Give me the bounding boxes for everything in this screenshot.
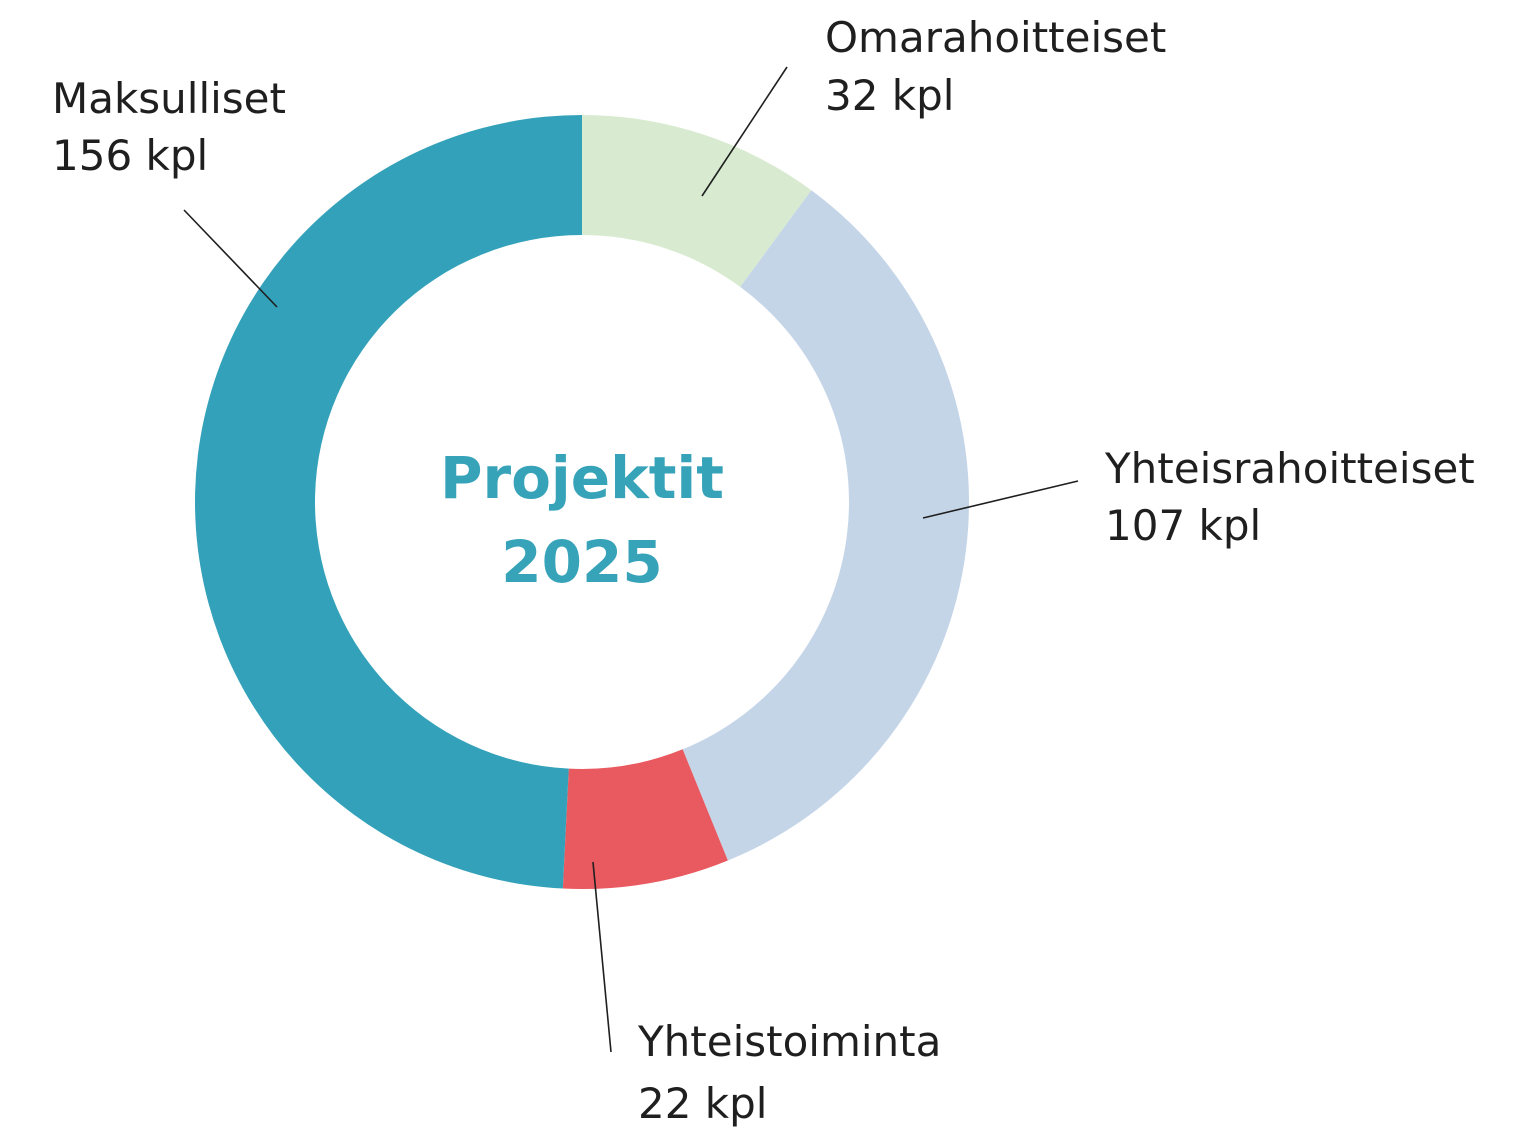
value-label: 32 kpl <box>825 71 954 120</box>
category-label: Omarahoitteiset <box>825 13 1166 62</box>
chart-title: Projektit 2025 <box>439 444 725 596</box>
category-label: Yhteistoiminta <box>637 1017 941 1066</box>
value-label: 107 kpl <box>1105 501 1261 550</box>
category-label: Maksulliset <box>52 74 286 123</box>
leader-line <box>183 209 278 308</box>
leader-line <box>592 861 612 1053</box>
leader-line <box>922 480 1079 519</box>
donut-segment <box>195 115 582 889</box>
value-label: 156 kpl <box>52 131 208 180</box>
leader-line <box>701 66 788 197</box>
value-label: 22 kpl <box>638 1079 767 1128</box>
donut-segment <box>582 115 812 287</box>
donut-segment <box>682 190 970 861</box>
donut-segment <box>562 749 728 889</box>
category-label: Yhteisrahoitteiset <box>1104 444 1475 493</box>
